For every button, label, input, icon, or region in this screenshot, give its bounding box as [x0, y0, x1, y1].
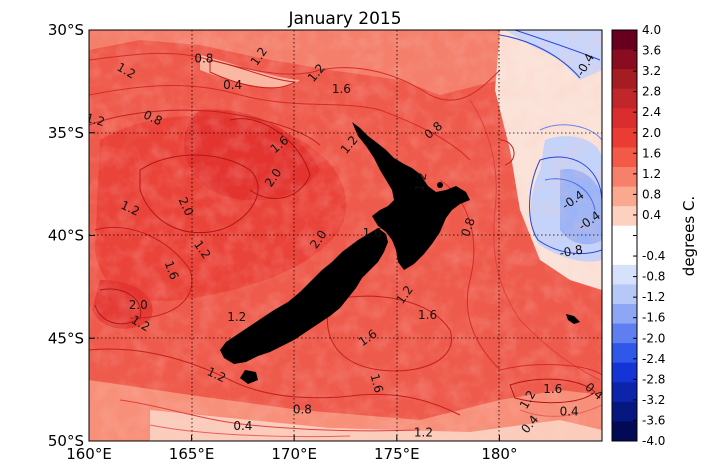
- longitude-axis: 160°E 165°E 170°E 175°E 180°: [66, 435, 517, 463]
- contour-label: 0.4: [223, 78, 242, 92]
- colorbar-swatch: [612, 343, 637, 364]
- colorbar-tick-label: -3.6: [642, 413, 665, 427]
- colorbar-tick-label: -2.4: [642, 352, 665, 366]
- lat-tick-label: 45°S: [48, 329, 84, 347]
- colorbar-swatch: [612, 147, 637, 168]
- colorbar-tick-label: 2.0: [642, 126, 661, 140]
- lat-tick-label: 40°S: [48, 227, 84, 245]
- colorbar-swatch: [612, 401, 637, 422]
- lon-tick-label: 160°E: [66, 445, 112, 463]
- colorbar-tick-label: -4.0: [642, 434, 665, 448]
- colorbar-swatch: [612, 30, 637, 51]
- colorbar-swatch: [612, 382, 637, 403]
- contour-label: 1.6: [332, 82, 351, 96]
- contour-label: 2.0: [129, 298, 148, 312]
- colorbar-swatch: [612, 421, 637, 442]
- lon-tick-label: 180°: [481, 445, 517, 463]
- colorbar-tick-label: 4.0: [642, 23, 661, 37]
- colorbar-tick-label: -0.8: [642, 270, 665, 284]
- contour-label: 1.2: [412, 171, 429, 192]
- map-title: January 2015: [287, 9, 401, 29]
- contour-label: 1.6: [543, 382, 562, 396]
- lon-tick-label: 165°E: [169, 445, 215, 463]
- colorbar-tick-label: -1.6: [642, 311, 665, 325]
- colorbar-swatch: [612, 69, 637, 90]
- lat-tick-label: 35°S: [48, 124, 84, 142]
- contour-label: 1.6: [368, 372, 386, 394]
- colorbar-swatch: [612, 167, 637, 188]
- colorbar-tick-label: 2.4: [642, 105, 661, 119]
- colorbar-tick-label: 0.8: [642, 187, 661, 201]
- contour-label: 0.8: [458, 216, 478, 239]
- graticule: [89, 30, 602, 441]
- colorbar-tick-label: 1.6: [642, 146, 661, 160]
- colorbar-swatch: [612, 127, 637, 148]
- colorbar-tick-label: 0.4: [642, 208, 661, 222]
- contour-label: 0.8: [293, 403, 312, 417]
- colorbar-swatch: [612, 88, 637, 109]
- latitude-axis: 30°S 35°S 40°S 45°S 50°S: [48, 21, 95, 450]
- colorbar-swatch: [612, 225, 637, 246]
- colorbar: 4.0 3.6 3.2 2.8 2.4 2.0 1.6 1.2 0.8 0.4 -0.4 -0.8 -1…: [611, 23, 665, 448]
- contour-label: 0.8: [194, 51, 213, 65]
- colorbar-label: degrees C.: [680, 196, 698, 276]
- colorbar-tick-label: -0.4: [642, 249, 665, 263]
- colorbar-swatch: [612, 264, 637, 285]
- colorbar-swatch: [612, 362, 637, 383]
- contour-label: 1.2: [414, 425, 433, 439]
- contour-label: 0.4: [233, 419, 252, 433]
- colorbar-tick-label: 1.2: [642, 167, 661, 181]
- contour-label: 1.2: [84, 111, 106, 129]
- colorbar-swatch: [612, 284, 637, 305]
- colorbar-swatch: [612, 245, 637, 266]
- colorbar-swatch: [612, 49, 637, 70]
- contour-label: 0.4: [560, 405, 579, 419]
- contour-label: 1.6: [162, 259, 182, 282]
- sst-anomaly-field: 0.8 1.21.21.60.41.20.81.21.6 1.22.00.81.20…: [84, 30, 602, 441]
- colorbar-tick-label: -2.0: [642, 331, 665, 345]
- contour-label: 1.6: [363, 226, 382, 240]
- lat-tick-label: 30°S: [48, 21, 84, 39]
- colorbar-tick-label: 3.6: [642, 44, 661, 58]
- lon-tick-label: 175°E: [374, 445, 420, 463]
- colorbar-tick-label: -3.2: [642, 393, 665, 407]
- colorbar-swatch: [612, 304, 637, 325]
- colorbar-swatch: [612, 206, 637, 227]
- colorbar-tick-label: -1.2: [642, 290, 665, 304]
- contour-label: 1.2: [227, 310, 246, 324]
- colorbar-swatch: [612, 108, 637, 129]
- contour-label: 1.6: [418, 308, 437, 322]
- lon-tick-label: 170°E: [271, 445, 317, 463]
- colorbar-tick-label: -2.8: [642, 372, 665, 386]
- colorbar-swatch: [612, 323, 637, 344]
- lat-tick-label: 50°S: [48, 432, 84, 450]
- new-zealand-land: [220, 122, 580, 384]
- contour-label: -0.8: [558, 243, 583, 261]
- colorbar-tick-label: 3.2: [642, 64, 661, 78]
- colorbar-swatch: [612, 186, 637, 207]
- colorbar-tick-label: 2.8: [642, 85, 661, 99]
